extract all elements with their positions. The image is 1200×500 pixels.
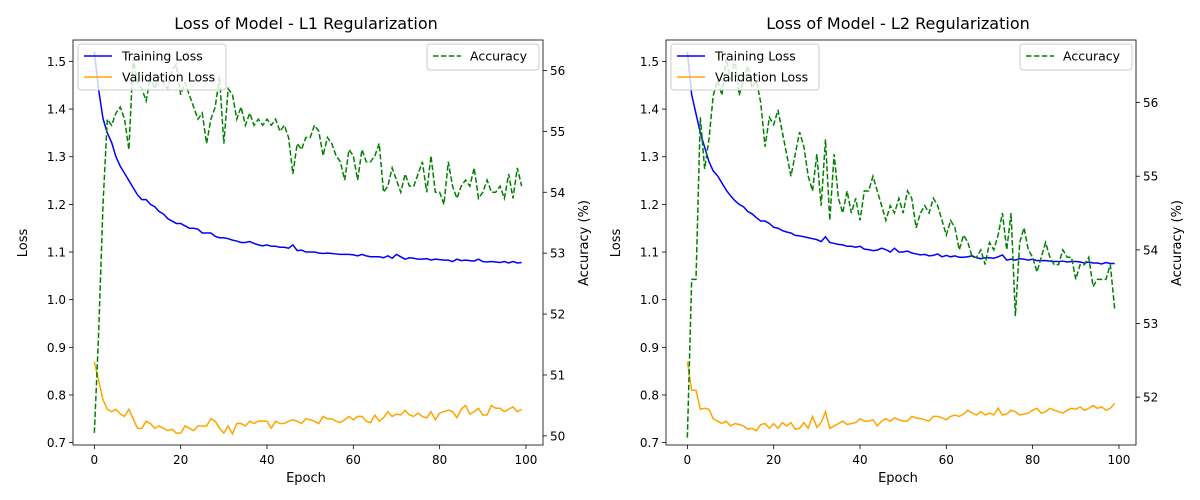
- y2-axis-label: Accuracy (%): [577, 200, 592, 286]
- series-line-training-loss: [93, 51, 522, 264]
- y2-tick-label: 55: [1143, 170, 1158, 184]
- y-tick-label: 1.0: [640, 293, 659, 307]
- legend-box: [77, 43, 227, 91]
- legend-label: Accuracy: [1063, 49, 1121, 64]
- y2-tick-label: 54: [550, 186, 565, 200]
- y2-tick-label: 51: [550, 368, 565, 382]
- legend-box: [1019, 43, 1133, 71]
- y-tick-label: 1.4: [47, 103, 66, 117]
- series-line-validation-loss: [686, 361, 1116, 432]
- series-line-training-loss: [686, 51, 1115, 265]
- y-tick-label: 0.9: [640, 341, 659, 355]
- x-axis-label: Epoch: [286, 471, 326, 486]
- x-tick-label: 40: [259, 453, 274, 467]
- series-line-accuracy: [686, 58, 1116, 438]
- legend-label: Training Loss: [121, 49, 203, 64]
- y-tick-label: 0.8: [640, 388, 659, 402]
- legend-label: Validation Loss: [122, 70, 215, 85]
- y2-tick-label: 52: [550, 308, 565, 322]
- series-line-accuracy: [93, 58, 523, 433]
- y2-tick-label: 55: [550, 125, 565, 139]
- y-tick-label: 1.3: [640, 150, 659, 164]
- x-tick-label: 60: [346, 453, 361, 467]
- plot-frame: [665, 39, 1137, 446]
- chart-panel-l2: Loss of Model - L2 Regularization Epoch …: [609, 14, 1185, 486]
- legend-label: Training Loss: [714, 49, 796, 64]
- y-tick-label: 0.9: [47, 341, 66, 355]
- y2-tick-label: 53: [1143, 317, 1158, 331]
- y2-tick-label: 56: [550, 64, 565, 78]
- series-line-validation-loss: [93, 361, 523, 436]
- x-tick-label: 100: [514, 453, 537, 467]
- y2-axis-label: Accuracy (%): [1170, 200, 1185, 286]
- y2-tick-label: 52: [1143, 391, 1158, 405]
- x-tick-label: 0: [91, 453, 99, 467]
- x-tick-label: 20: [173, 453, 188, 467]
- y-tick-label: 1.3: [47, 150, 66, 164]
- y2-tick-label: 56: [1143, 96, 1158, 110]
- legend-box: [670, 43, 820, 91]
- y-tick-label: 1.4: [640, 103, 659, 117]
- y-tick-label: 1.2: [47, 198, 66, 212]
- plot-frame: [72, 39, 544, 446]
- x-tick-label: 80: [432, 453, 447, 467]
- y2-tick-label: 53: [550, 247, 565, 261]
- chart-title: Loss of Model - L1 Regularization: [174, 14, 438, 33]
- chart-panel-l1: Loss of Model - L1 Regularization Epoch …: [16, 14, 592, 486]
- x-tick-label: 100: [1107, 453, 1130, 467]
- y-axis-label: Loss: [609, 229, 624, 258]
- legend-label: Validation Loss: [715, 70, 808, 85]
- y2-tick-label: 50: [550, 429, 565, 443]
- y-tick-label: 1.1: [640, 246, 659, 260]
- x-tick-label: 0: [684, 453, 692, 467]
- y-tick-label: 0.7: [640, 436, 659, 450]
- x-tick-label: 60: [939, 453, 954, 467]
- x-axis-label: Epoch: [878, 471, 918, 486]
- y-tick-label: 0.8: [47, 388, 66, 402]
- y-tick-label: 1.5: [640, 55, 659, 69]
- legend-box: [426, 43, 540, 71]
- x-tick-label: 20: [766, 453, 781, 467]
- x-tick-label: 80: [1025, 453, 1040, 467]
- y2-tick-label: 54: [1143, 243, 1158, 257]
- y-tick-label: 1.1: [47, 246, 66, 260]
- y-axis-label: Loss: [16, 229, 31, 258]
- y-tick-label: 1.5: [47, 55, 66, 69]
- chart-title: Loss of Model - L2 Regularization: [766, 14, 1030, 33]
- y-tick-label: 0.7: [47, 436, 66, 450]
- y-tick-label: 1.0: [47, 293, 66, 307]
- y-tick-label: 1.2: [640, 198, 659, 212]
- legend-label: Accuracy: [470, 49, 528, 64]
- x-tick-label: 40: [852, 453, 867, 467]
